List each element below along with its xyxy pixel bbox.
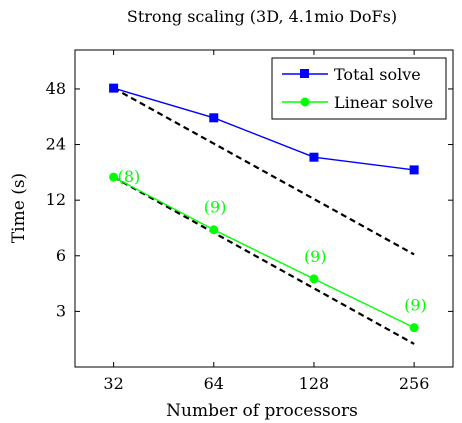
data-point-linear-solve: [309, 274, 319, 284]
data-point-linear-solve: [209, 225, 219, 235]
x-tick-label: 128: [299, 374, 330, 393]
y-axis-ticks: 3 6 12 24 48: [46, 79, 453, 320]
x-tick-label: 32: [103, 374, 123, 393]
legend-marker-total: [300, 69, 309, 78]
y-tick-label: 12: [46, 190, 66, 209]
x-axis-ticks: 32 64 128 256: [103, 50, 429, 393]
y-tick-label: 24: [46, 135, 66, 154]
x-axis-label: Number of processors: [166, 401, 358, 421]
legend-marker-linear: [300, 97, 310, 107]
legend-label-linear: Linear solve: [334, 93, 433, 112]
ideal-scaling-line: [113, 176, 415, 345]
data-point-linear-solve: [109, 172, 119, 182]
data-point-total-solve: [209, 113, 219, 123]
legend-label-total: Total solve: [334, 65, 421, 84]
y-tick-label: 6: [56, 246, 66, 265]
annotation-layer: (8) (9) (9) (9): [118, 167, 427, 315]
data-point-total-solve: [409, 165, 419, 175]
iteration-count-label: (9): [204, 198, 227, 217]
legend-box: [271, 57, 447, 120]
series-layer: [109, 83, 419, 333]
y-axis-label: Time (s): [9, 173, 29, 243]
data-point-linear-solve: [409, 323, 419, 333]
series-line-total-solve: [113, 87, 415, 171]
ideal-scaling-line: [113, 87, 415, 256]
series-line-linear-solve: [113, 176, 415, 329]
legend: Total solve Linear solve: [271, 57, 447, 120]
x-tick-label: 64: [204, 374, 224, 393]
ideal-scaling-lines: [113, 87, 415, 345]
x-tick-label: 256: [399, 374, 430, 393]
iteration-count-label: (9): [304, 247, 327, 266]
data-point-total-solve: [309, 152, 319, 162]
iteration-count-label: (8): [118, 167, 141, 186]
iteration-count-label: (9): [404, 296, 427, 315]
y-tick-label: 48: [46, 79, 66, 98]
y-tick-label: 3: [56, 301, 66, 320]
chart-title: Strong scaling (3D, 4.1mio DoFs): [127, 7, 397, 26]
plot-frame: [74, 49, 454, 368]
data-point-total-solve: [109, 83, 119, 93]
